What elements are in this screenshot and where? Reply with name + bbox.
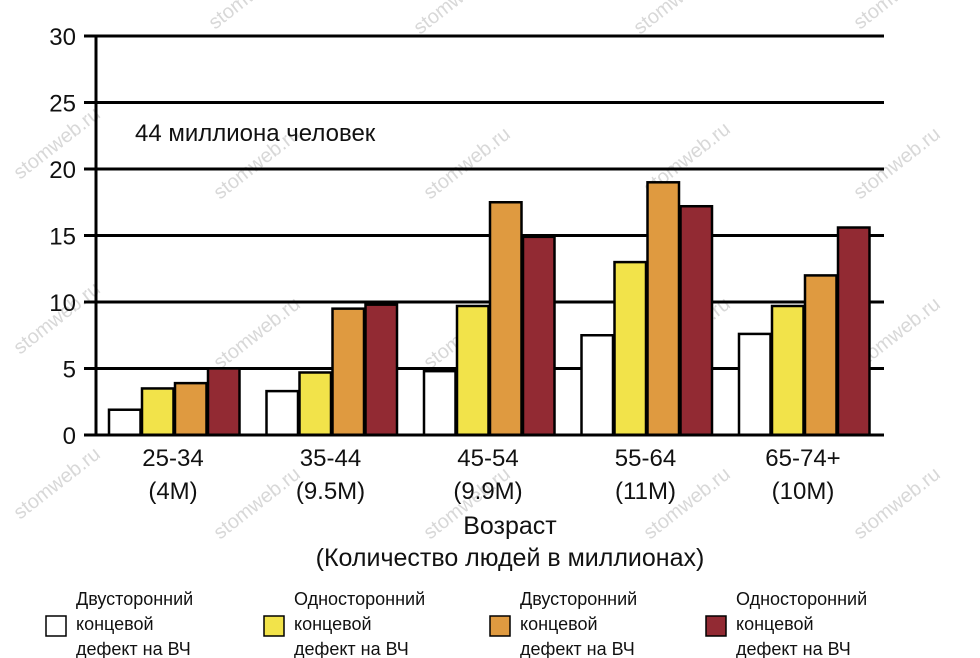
bar <box>770 304 805 437</box>
x-tick-label: 65-74+ <box>765 445 840 472</box>
watermark-text: stomweb.ru <box>205 0 300 34</box>
watermark-text: stomweb.ru <box>850 463 945 544</box>
x-tick-label: 45-54 <box>457 445 518 472</box>
x-tick-sublabel: (9.5M) <box>296 478 365 505</box>
x-tick-label: 55-64 <box>615 445 676 472</box>
y-axis-ticks: 0 5 10 15 20 25 30 <box>49 24 76 450</box>
legend-label: Двусторонний <box>520 589 637 609</box>
category-labels: 25-34 (4M) 35-44 (9.5M) 45-54 (9.9M) 55-64 (11M… <box>142 445 840 505</box>
x-tick-label: 25-34 <box>142 445 203 472</box>
y-tick-label: 15 <box>49 224 76 251</box>
x-axis-sublabel: (Количество людей в миллионах) <box>316 544 705 572</box>
y-tick-label: 0 <box>63 423 76 450</box>
legend-label: дефект на ВЧ <box>76 639 191 658</box>
x-tick-sublabel: (11M) <box>615 478 676 505</box>
bar <box>737 332 772 437</box>
y-tick-label: 20 <box>49 157 76 184</box>
bar <box>613 260 648 437</box>
bar <box>679 204 714 437</box>
y-tick-label: 25 <box>49 91 76 118</box>
y-tick-label: 30 <box>49 24 76 51</box>
watermark-text: stomweb.ru <box>210 293 305 374</box>
bar <box>206 367 241 437</box>
bar <box>455 304 490 437</box>
bar <box>298 371 333 437</box>
bar <box>107 408 142 437</box>
annotation-total: 44 миллиона человек <box>135 120 376 147</box>
x-tick-label: 35-44 <box>300 445 361 472</box>
x-tick-sublabel: (9.9M) <box>453 478 522 505</box>
legend-label: Односторонний <box>736 589 867 609</box>
bar <box>488 201 523 437</box>
watermark-text: stomweb.ru <box>630 0 725 39</box>
bar <box>422 369 457 437</box>
watermark-text: stomweb.ru <box>420 123 515 204</box>
bar <box>803 274 838 437</box>
legend-label: дефект на ВЧ <box>736 639 851 658</box>
legend-label: концевой <box>294 614 372 634</box>
bar <box>331 307 366 437</box>
x-tick-sublabel: (4M) <box>148 478 197 505</box>
watermark-text: stomweb.ru <box>410 0 505 39</box>
bar <box>521 235 556 437</box>
bars <box>107 181 871 437</box>
watermark-text: stomweb.ru <box>850 123 945 204</box>
y-tick-label: 5 <box>63 357 76 384</box>
legend-swatch <box>489 615 511 637</box>
legend-label: Односторонний <box>294 589 425 609</box>
watermark-text: stomweb.ru <box>850 0 945 34</box>
bar <box>646 181 681 437</box>
bar <box>364 303 399 437</box>
legend-swatch <box>263 615 285 637</box>
legend-swatch <box>705 615 727 637</box>
watermark-text: stomweb.ru <box>210 463 305 544</box>
legend-label: Двусторонний <box>76 589 193 609</box>
watermark-text: stomweb.ru <box>10 443 105 524</box>
bar <box>140 387 175 437</box>
y-tick-label: 10 <box>49 290 76 317</box>
legend-label: дефект на ВЧ <box>294 639 409 658</box>
legend-label: концевой <box>76 614 154 634</box>
bar <box>836 226 871 437</box>
legend-label: концевой <box>520 614 598 634</box>
bar <box>265 389 300 437</box>
x-tick-sublabel: (10M) <box>772 478 835 505</box>
legend-label: концевой <box>736 614 814 634</box>
legend: Двусторонний концевой дефект на ВЧ Одностор… <box>45 589 867 658</box>
bar <box>173 381 208 437</box>
bar <box>580 334 615 437</box>
legend-label: дефект на ВЧ <box>520 639 635 658</box>
x-axis-label: Возраст <box>463 512 557 540</box>
legend-swatch <box>45 615 67 637</box>
